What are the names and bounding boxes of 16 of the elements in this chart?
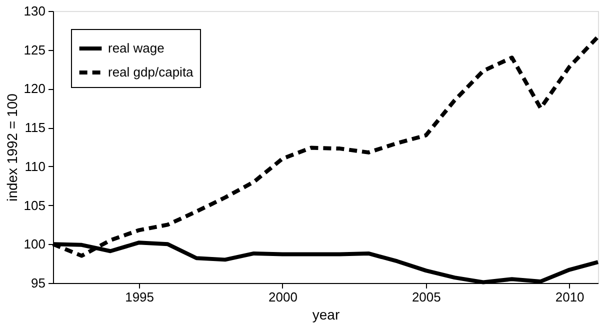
y-tick-label: 120 (24, 81, 46, 96)
x-axis-title: year (312, 306, 340, 322)
x-tick-label: 1995 (125, 290, 154, 304)
x-tick-label: 2005 (412, 290, 441, 304)
y-tick-label: 100 (24, 236, 46, 252)
y-tick-label: 110 (24, 158, 46, 174)
y-tick-label: 95 (31, 276, 46, 290)
x-tick-label: 2000 (268, 290, 298, 304)
x-tick-label: 2010 (555, 290, 584, 304)
y-axis-title: index 1992 = 100 (4, 93, 20, 202)
legend-label: real wage (108, 40, 164, 56)
legend-label: real gdp/capita (108, 64, 194, 80)
y-tick-label: 115 (24, 120, 46, 136)
y-tick-label: 125 (24, 42, 46, 58)
y-tick-label: 105 (24, 198, 46, 213)
y-tick-label: 130 (24, 4, 46, 18)
